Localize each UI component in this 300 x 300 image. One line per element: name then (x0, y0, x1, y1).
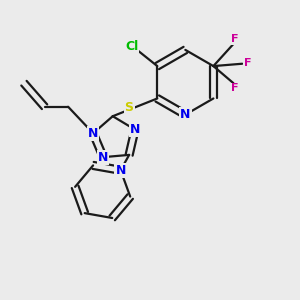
Text: F: F (231, 83, 238, 94)
Text: F: F (244, 58, 251, 68)
Text: N: N (116, 164, 126, 177)
Text: Cl: Cl (125, 40, 138, 52)
Text: F: F (231, 34, 238, 44)
Text: N: N (88, 127, 98, 140)
Text: N: N (180, 108, 190, 121)
Text: N: N (130, 123, 140, 136)
Text: S: S (124, 101, 134, 114)
Text: N: N (98, 151, 109, 164)
